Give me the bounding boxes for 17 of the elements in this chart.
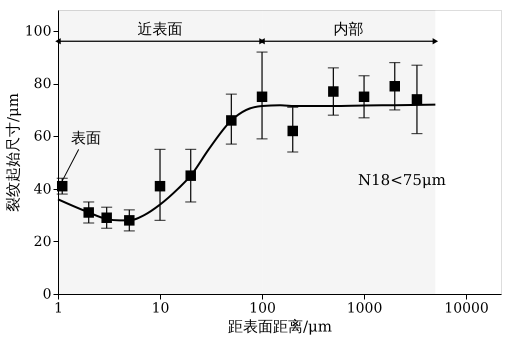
annotation: 表面	[71, 129, 102, 148]
annotation: N18<75μm	[358, 171, 446, 189]
band-label: 内部	[334, 20, 364, 38]
band-label: 近表面	[138, 20, 183, 38]
x-tick-label: 10	[152, 300, 170, 316]
x-tick-label: 1	[54, 300, 63, 316]
x-tick-label: 1000	[346, 300, 382, 316]
y-axis-title: 裂纹起始尺寸/μm	[4, 92, 22, 212]
y-tick-label: 100	[24, 24, 52, 40]
y-tick-label: 0	[42, 286, 52, 302]
y-tick-label: 20	[34, 234, 52, 250]
x-tick-label: 100	[249, 300, 276, 316]
x-axis-title: 距表面距离/μm	[228, 318, 332, 336]
x-tick-label: 10000	[444, 300, 489, 316]
y-tick-label: 40	[34, 181, 52, 198]
y-tick-label: 80	[34, 76, 52, 92]
y-tick-label: 60	[34, 128, 52, 145]
